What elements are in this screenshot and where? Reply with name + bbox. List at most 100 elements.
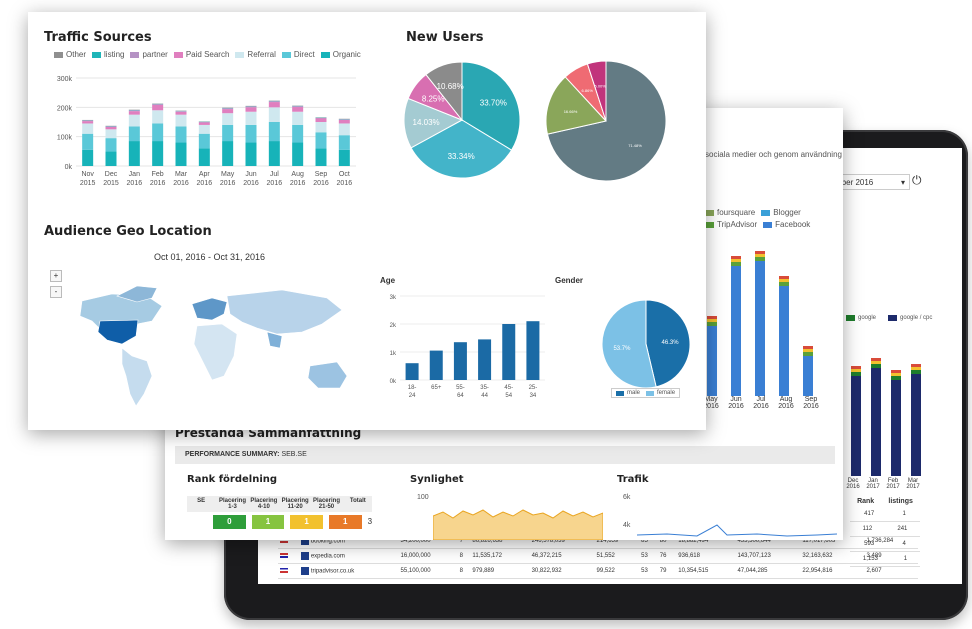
bar-segment (105, 126, 117, 130)
table-cell: 76 (657, 548, 677, 564)
legend-item[interactable]: partner (130, 50, 168, 59)
age-bar (453, 342, 467, 380)
bar-segment (245, 142, 257, 166)
map-region-europe[interactable] (191, 297, 228, 321)
x-tick-label: 24 (409, 393, 416, 399)
x-tick-label: Apr (199, 171, 211, 178)
legend-item[interactable]: foursquare (705, 208, 755, 217)
site-cell[interactable]: expedia.com (298, 548, 399, 564)
legend-item[interactable]: TripAdvisor (705, 220, 757, 229)
pie-label: 53.7% (613, 346, 631, 352)
x-tick-label: Sep (315, 171, 328, 178)
listings-column-header[interactable]: listings (888, 498, 913, 505)
bar-segment (292, 111, 304, 125)
legend-label: Facebook (775, 220, 811, 229)
age-bar (405, 363, 419, 380)
rank-column-header[interactable]: Rank (857, 498, 875, 505)
chevron-down-icon: ▾ (900, 178, 905, 187)
social-bar-segment (731, 262, 741, 266)
rank-values-row: 0 1 1 1 3 (187, 515, 372, 529)
legend-item[interactable]: Blogger (761, 208, 801, 217)
legend-item: google / cpc (888, 315, 932, 321)
x-tick-month: Jul (756, 396, 766, 403)
y-tick-label: 3k (390, 295, 397, 301)
legend-item-male: male (616, 390, 640, 396)
map-zoom-out-button[interactable]: - (50, 286, 62, 298)
legend-item[interactable]: Organic (320, 50, 361, 59)
site-cell[interactable]: tripadvisor.co.uk (298, 563, 399, 579)
flag-icon (280, 537, 288, 543)
map-region-africa[interactable] (193, 323, 238, 381)
table-cell: 99,522 (594, 563, 640, 579)
bar-segment (222, 141, 234, 166)
bar-segment (245, 106, 257, 108)
legend-item[interactable]: Facebook (763, 220, 810, 229)
y-tick-label: 100k (57, 135, 73, 142)
table-row[interactable]: tripadvisor.co.uk 55,100,000 8 979,889 30,82… (278, 563, 918, 579)
traffic-title: Trafik (617, 474, 649, 485)
social-bar-segment (779, 279, 789, 282)
google-bar-segment (851, 369, 861, 372)
legend-item[interactable]: Referral (235, 50, 276, 59)
map-region-australia[interactable] (307, 361, 348, 389)
bar-segment (292, 142, 304, 166)
table-cell: 53 (639, 548, 658, 564)
world-map[interactable] (52, 276, 372, 426)
x-tick-label: 2016 (290, 180, 306, 187)
pie-label: 33.34% (448, 152, 475, 161)
pie-slice (403, 97, 464, 149)
flag-icon (280, 567, 288, 573)
social-bar-segment (755, 251, 765, 254)
table-cell: 979,889 (470, 563, 530, 579)
age-title: Age (380, 276, 396, 285)
x-tick-label: May 2016 (703, 396, 719, 410)
x-tick-label: Jun (245, 171, 256, 178)
legend-item[interactable]: Paid Search (173, 50, 229, 59)
social-bar-segment (803, 349, 813, 352)
social-bar-segment (779, 276, 789, 279)
bar-segment (82, 121, 94, 124)
rank-placement-11-20: 1 (290, 515, 323, 529)
table-cell: 10,354,515 (676, 563, 736, 579)
legend-item[interactable]: listing (92, 50, 124, 59)
x-tick-year: 2016 (728, 403, 744, 410)
x-tick-label: 2016 (313, 180, 329, 187)
google-bar-segment (871, 361, 881, 364)
x-tick-year: 2016 (703, 403, 719, 410)
map-zoom-in-button[interactable]: + (50, 270, 62, 282)
x-tick-label: 25- (529, 385, 538, 391)
legend-label: male (627, 390, 641, 396)
rank-placement-4-10: 1 (251, 515, 285, 529)
table-cell: 22,954,816 (800, 563, 865, 579)
x-tick-year: 2017 (866, 484, 880, 490)
legend-label: Other (66, 50, 87, 59)
map-region-south-america[interactable] (121, 347, 153, 407)
site-favicon-icon (300, 567, 309, 575)
legend-label: google / cpc (900, 315, 933, 321)
x-tick-label: Mar 2017 (906, 478, 920, 490)
section-description: sociala medier och genom användning (705, 150, 842, 159)
social-bar (755, 261, 765, 396)
legend-item[interactable]: Other (54, 50, 86, 59)
x-tick-year: 2016 (778, 403, 794, 410)
map-region-india[interactable] (266, 331, 283, 349)
x-tick-month: Mar (907, 478, 919, 484)
legend-item[interactable]: Direct (281, 50, 315, 59)
legend-label: listing (104, 50, 125, 59)
x-tick-label: 2015 (103, 180, 119, 187)
x-tick-year: 2016 (846, 484, 860, 490)
pie-slice (546, 60, 667, 182)
google-bar-segment (891, 373, 901, 376)
power-icon[interactable]: ⏻ (912, 173, 922, 187)
table-row[interactable]: expedia.com 16,000,000 8 11,535,172 46,372,2… (278, 548, 918, 564)
x-tick-label: 2016 (267, 180, 283, 187)
rank-column-header: Totalt (349, 498, 366, 504)
x-tick-year: 2016 (803, 403, 819, 410)
map-region-asia[interactable] (226, 289, 343, 335)
age-bar (526, 321, 540, 380)
map-region-usa[interactable] (97, 319, 139, 345)
bar-segment (245, 124, 257, 143)
map-region-greenland[interactable] (116, 285, 158, 303)
legend-swatch (646, 390, 655, 396)
traffic-y-tick-4k: 4k (623, 522, 631, 529)
